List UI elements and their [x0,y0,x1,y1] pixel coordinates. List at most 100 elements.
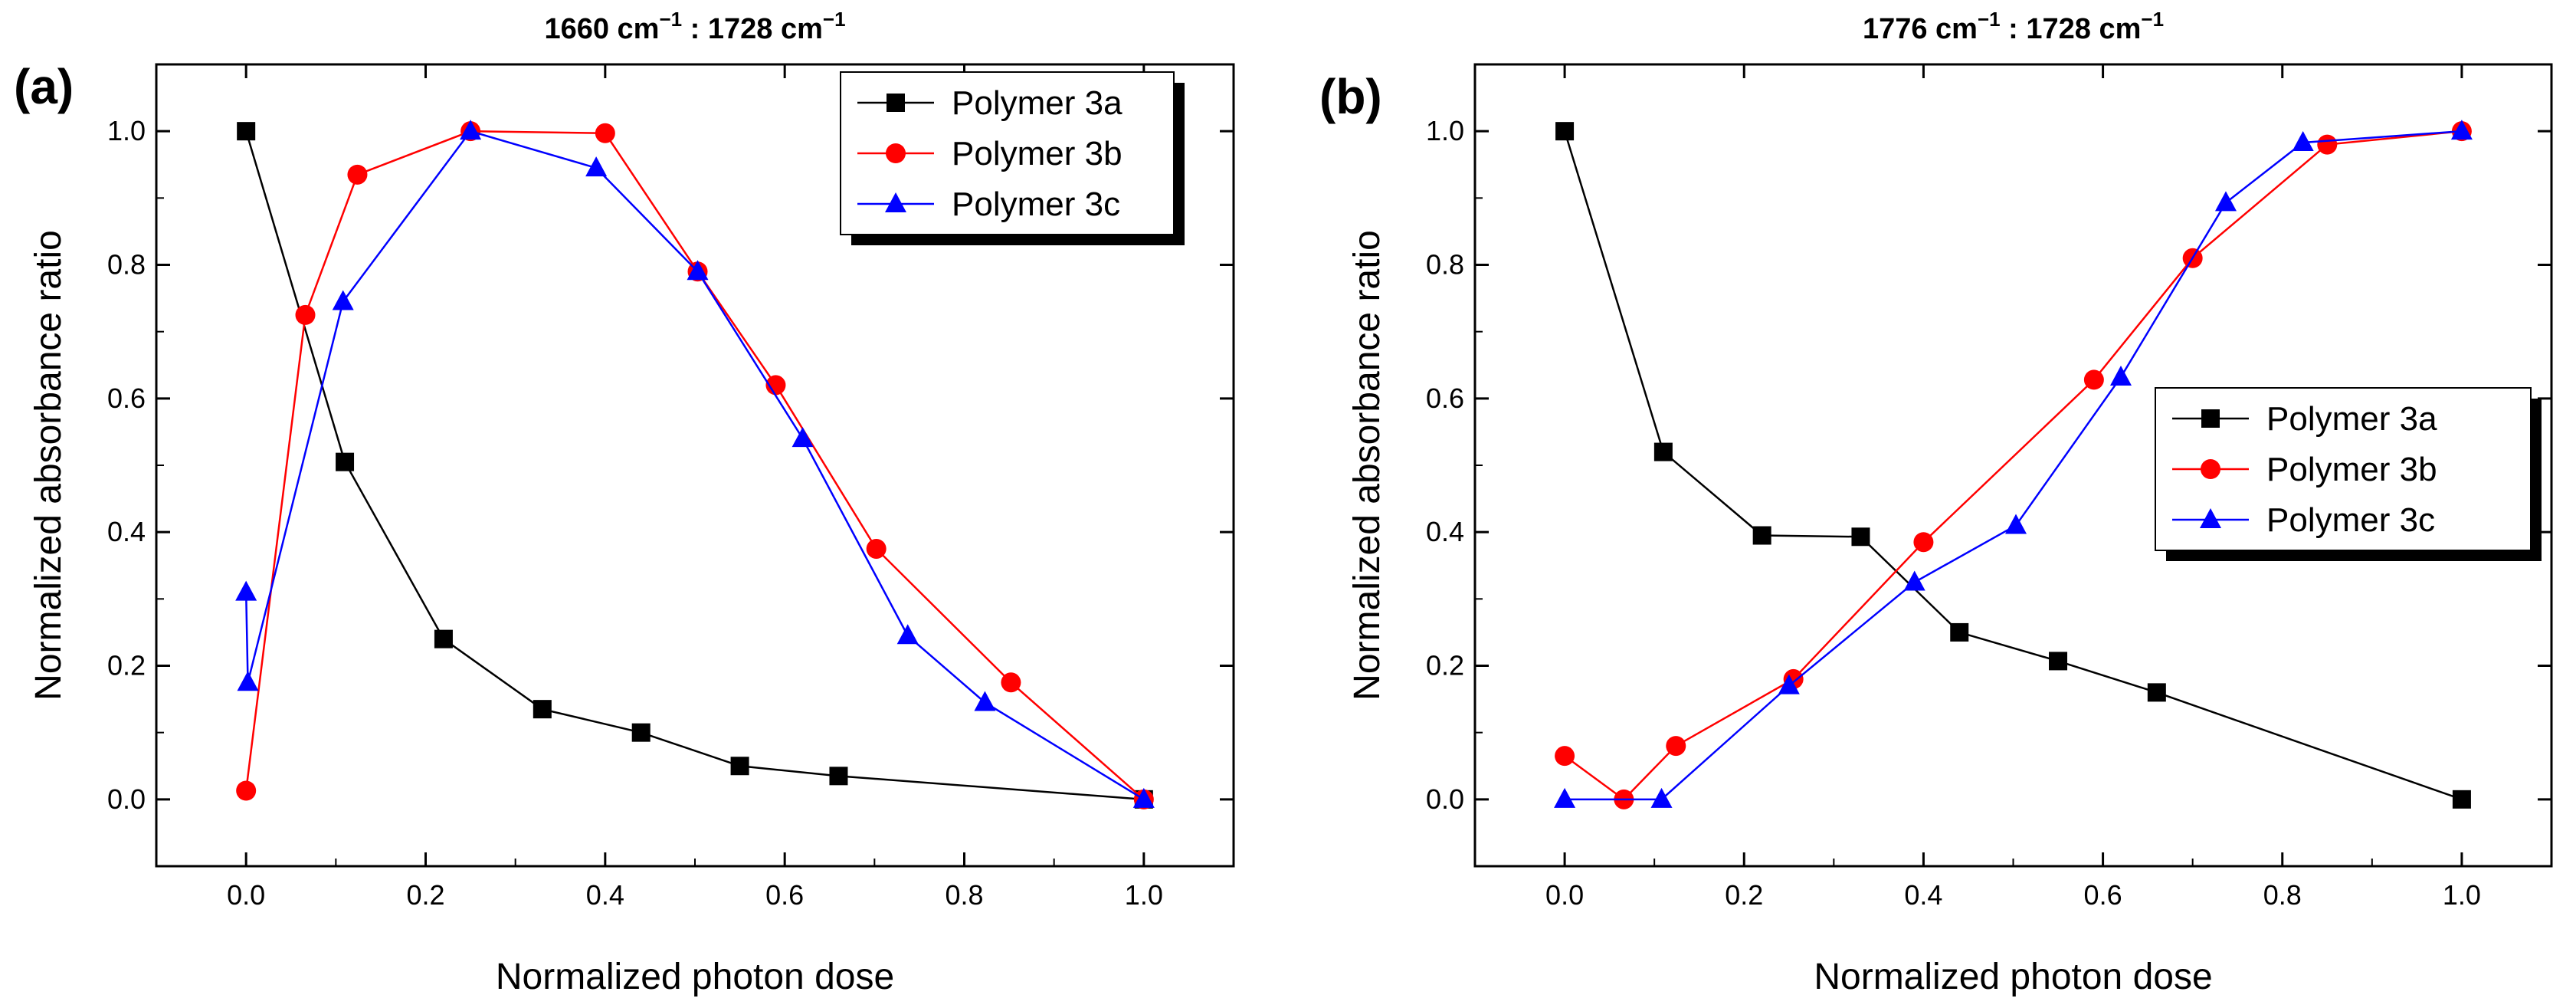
data-point [1752,526,1771,545]
series-polymer-3b [1555,121,2472,809]
data-point [974,691,996,711]
data-point [1903,570,1925,591]
data-point [2214,191,2237,212]
series-line [244,130,1145,800]
data-point [1653,442,1673,461]
x-tick-label: 1.0 [1125,879,1163,911]
series-polymer-3c [1554,120,2473,808]
x-axis-label: Normalized photon dose [1814,957,2212,997]
chart-panel-a: (a)1660 cm−1 : 1728 cm−10.0 0.2 0.4 0.6 0.8 1… [14,8,1235,997]
data-point [1851,527,1870,547]
data-point [460,120,482,140]
data-point [1950,622,1969,642]
y-tick-label: 0.0 [1426,783,1464,815]
data-point [2049,652,2068,671]
chart-title: 1660 cm−1 : 1728 cm−1 [544,8,845,45]
data-point [2005,514,2027,534]
data-point [1666,736,1686,757]
data-point [2450,120,2473,140]
y-axis-label: Normalized absorbance ratio [28,230,69,701]
legend-marker [886,143,906,163]
data-point [332,290,354,310]
title-superscript: −1 [1978,8,2001,31]
legend-entry: Polymer 3c [952,186,1120,223]
data-point [347,164,368,185]
legend: Polymer 3a Polymer 3b Polymer 3c [2155,387,2542,561]
data-point [866,538,887,559]
legend-marker [2201,409,2220,428]
x-tick-label: 0.2 [406,879,444,911]
data-point [730,757,749,776]
title-part: : 1728 cm [682,13,823,45]
x-tick-label: 0.6 [2084,879,2122,911]
title-part: : 1728 cm [2001,13,2142,45]
y-tick-label: 0.8 [1426,249,1464,281]
data-point [2317,134,2338,155]
y-tick-label: 0.4 [107,516,146,547]
data-point [595,123,615,143]
x-tick-label: 1.0 [2443,879,2481,911]
series-line [244,130,1144,801]
x-tick-label: 0.4 [1904,879,1942,911]
data-point [533,700,552,719]
y-tick-label: 0.2 [107,650,146,681]
legend-entry: Polymer 3b [952,135,1122,172]
legend-marker [887,94,905,112]
x-tick-label: 0.8 [2263,879,2302,911]
y-tick-label: 1.0 [107,115,146,146]
data-point [336,452,355,471]
legend-entry: Polymer 3c [2266,501,2435,539]
title-superscript: −1 [823,8,846,31]
data-point [1650,787,1673,808]
data-point [237,671,259,691]
legend-marker [2201,459,2220,479]
legend-marker [885,192,906,212]
data-point [791,427,814,448]
data-point [237,122,256,141]
data-point [765,375,786,396]
x-axis-label: Normalized photon dose [496,957,894,997]
data-point [896,624,919,645]
y-tick-label: 0.0 [107,783,146,815]
title-part: 1660 cm [544,13,659,45]
x-tick-label: 0.2 [1725,879,1763,911]
legend-entry: Polymer 3a [2266,400,2437,438]
series-polymer-3c [235,120,1155,808]
panel-label: (b) [1319,69,1382,124]
x-tick-label: 0.4 [586,879,624,911]
data-point [2110,365,2132,386]
data-point [631,723,651,742]
legend-entry: Polymer 3b [2266,451,2437,488]
data-point [2452,790,2471,809]
y-tick-label: 0.6 [107,383,146,414]
series-polymer-3a [1555,122,2471,809]
series-line [244,130,1145,800]
data-point [687,260,709,281]
data-point [2292,130,2314,151]
data-point [1778,674,1800,694]
y-tick-label: 0.6 [1426,383,1464,414]
title-part: 1776 cm [1863,13,1978,45]
legend: Polymer 3a Polymer 3b Polymer 3c [840,71,1185,245]
data-point [434,629,453,648]
y-axis-label: Normalized absorbance ratio [1347,230,1388,701]
data-point [236,780,257,801]
y-tick-label: 0.8 [107,249,146,281]
data-point [2147,683,2166,702]
title-superscript: −1 [659,8,682,31]
y-tick-label: 0.4 [1426,516,1464,547]
legend-entry: Polymer 3a [952,84,1122,122]
y-tick-label: 0.2 [1426,650,1464,681]
x-tick-label: 0.0 [227,879,265,911]
x-tick-label: 0.6 [765,879,804,911]
data-point [829,767,848,786]
x-tick-label: 0.0 [1545,879,1584,911]
data-point [1001,672,1021,693]
data-point [235,580,257,601]
data-point [2083,369,2104,390]
title-superscript: −1 [2141,8,2164,31]
data-point [1554,787,1576,808]
data-point [1132,787,1155,808]
y-tick-label: 1.0 [1426,115,1464,146]
